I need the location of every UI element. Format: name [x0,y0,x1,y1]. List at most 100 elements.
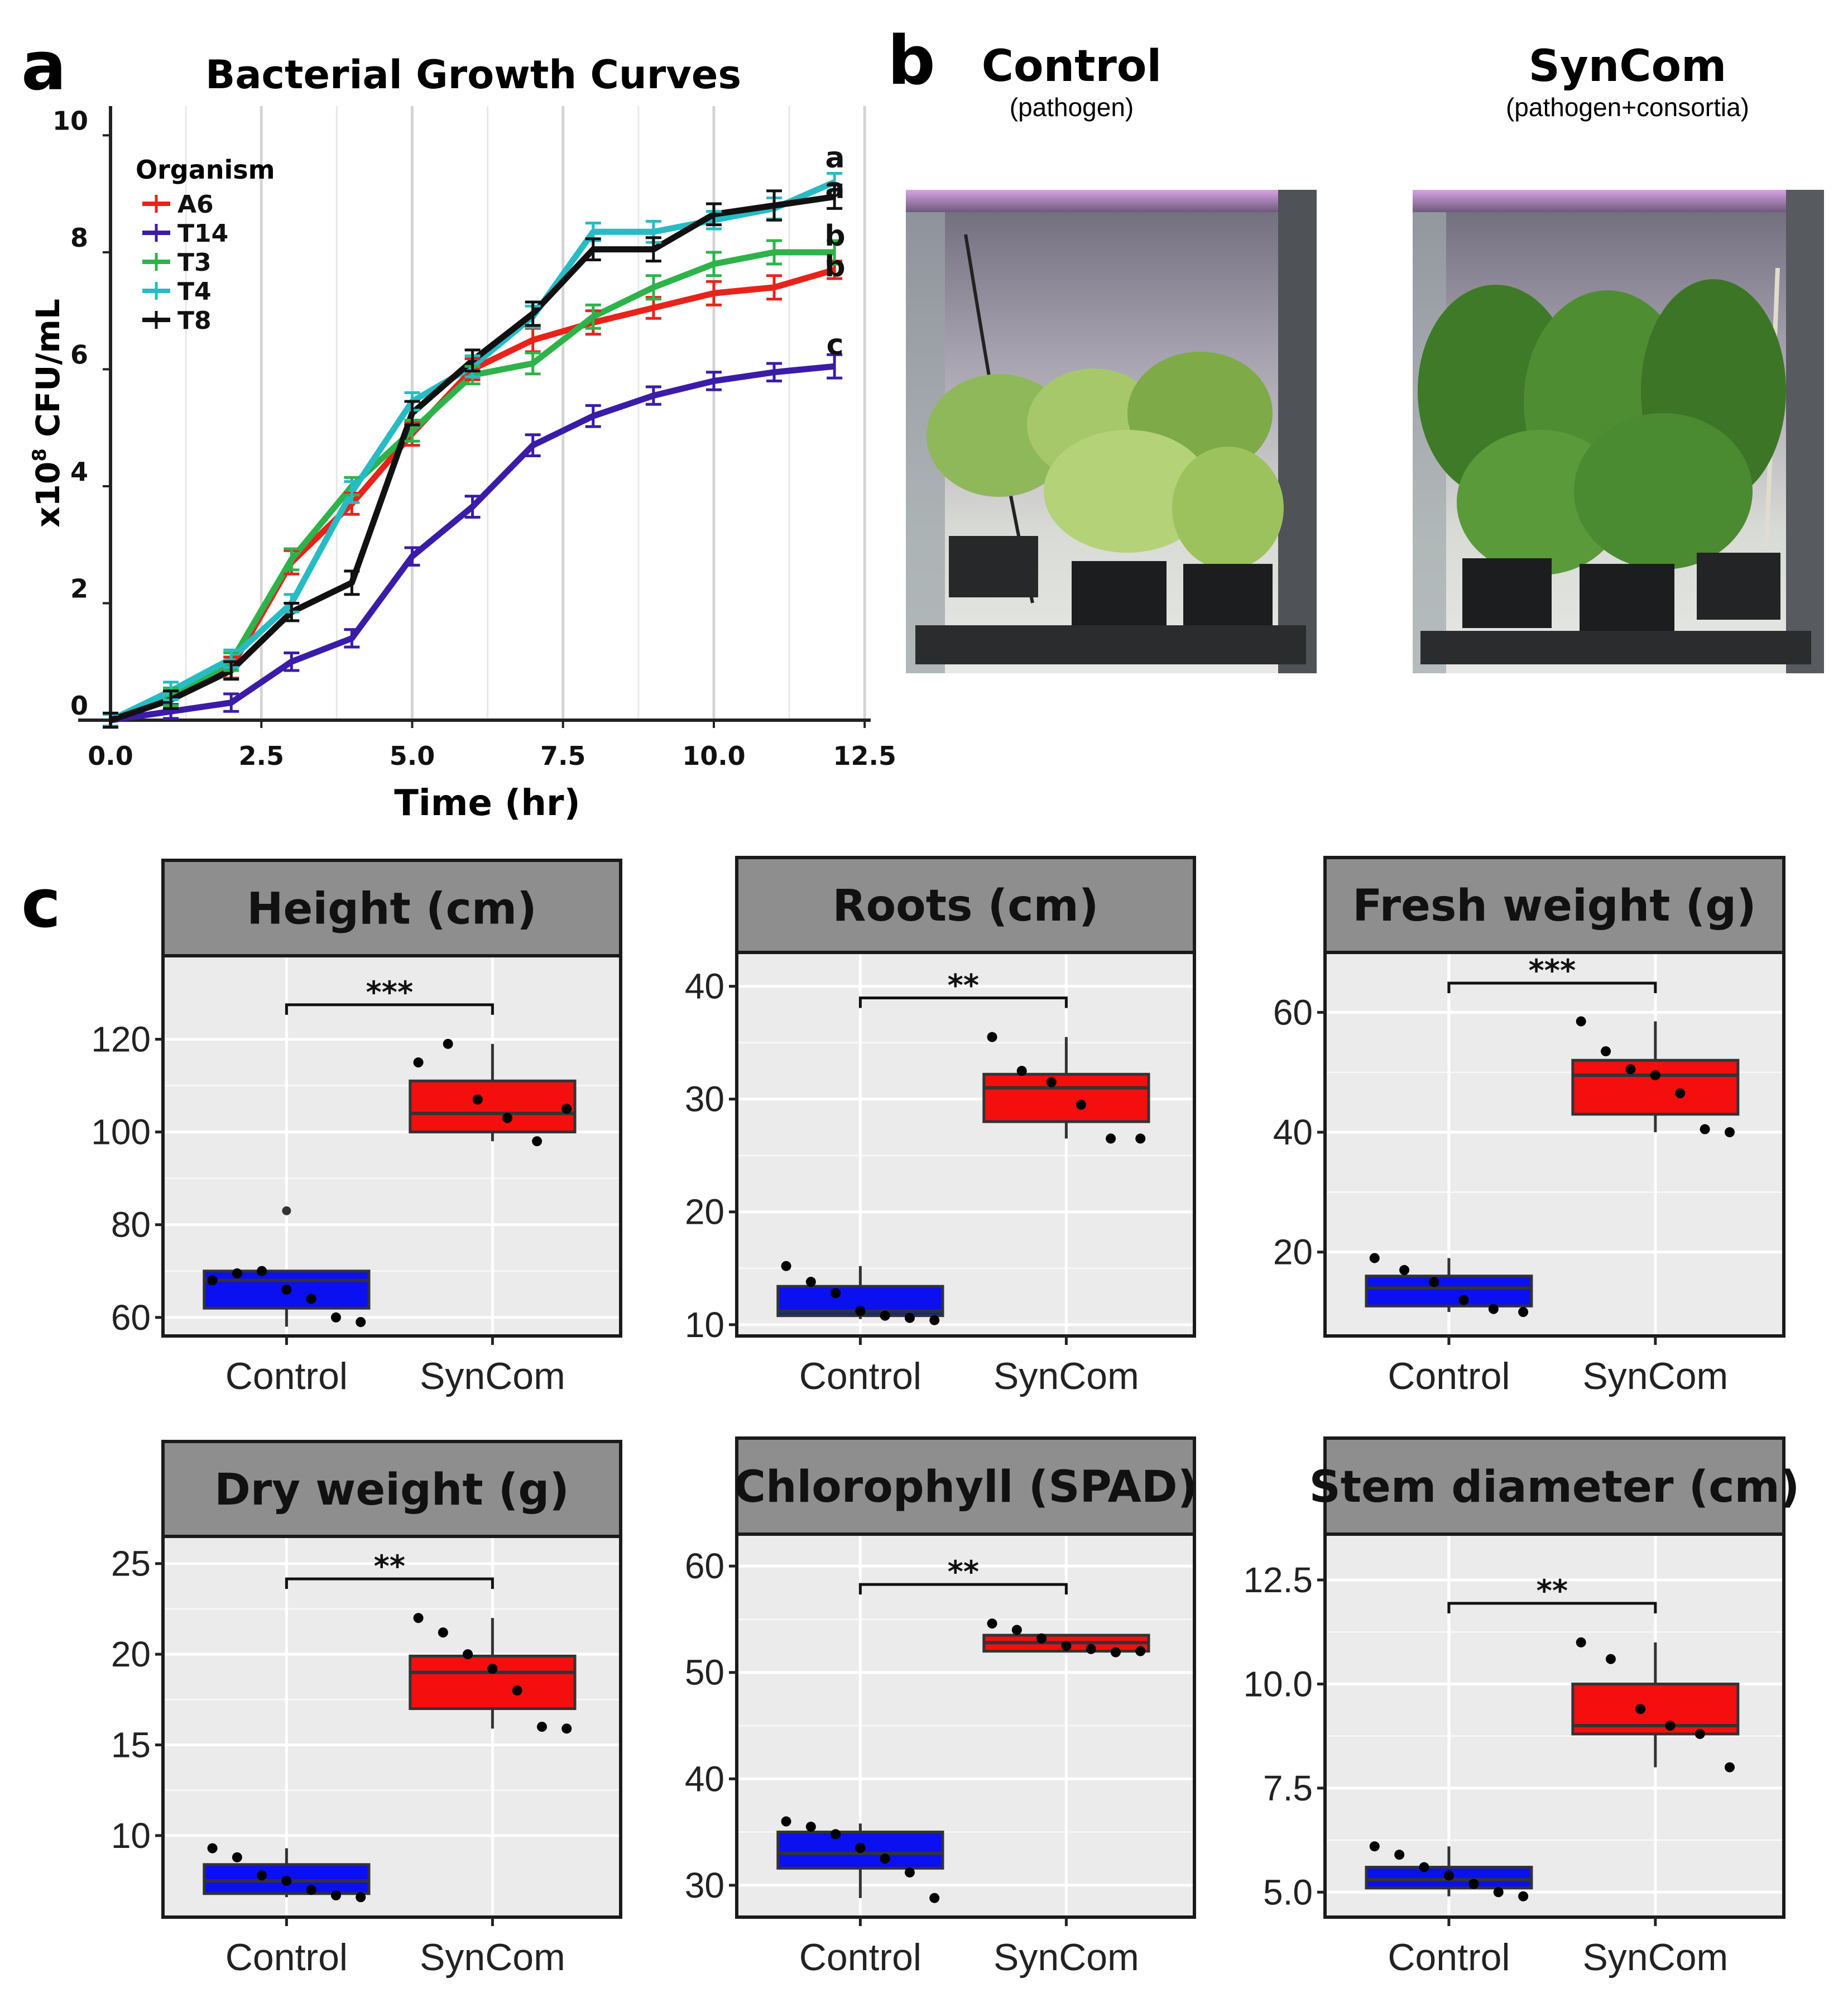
data-point [1110,1647,1121,1658]
growth-y-tick-label: 4 [70,457,88,487]
data-point [987,1032,997,1042]
data-point [487,1664,498,1674]
data-point [306,1885,316,1895]
panel-border [161,1535,622,1919]
y-tick-label: 5.0 [1263,1872,1313,1912]
x-tick-label: SynCom [1582,1936,1728,1979]
data-point [904,1313,915,1323]
data-point [281,1876,292,1886]
data-point [1458,1295,1469,1305]
facet-header [161,859,622,957]
data-point [880,1310,890,1321]
data-point [805,1277,816,1287]
y-tick-label: 10 [685,1305,724,1345]
y-tick-label: 80 [111,1205,151,1245]
boxplot-panel: Stem diameter (cm) ** 5.0 7.5 10.0 12.5 Contro… [1243,1436,1799,1979]
legend-label-t4: T4 [177,277,212,306]
panel-border [735,1532,1196,1919]
significance-stars: *** [1529,953,1576,988]
data-point [257,1266,267,1276]
photo-syncom-right-wall [1786,190,1824,673]
x-tick-label: SynCom [420,1355,565,1397]
photo-right-subtitle: (pathogen+consortia) [1506,93,1749,122]
growth-y-tick-label: 10 [52,106,88,136]
y-tick-label: 30 [685,1865,724,1905]
legend-label-a6: A6 [177,190,214,219]
data-point [1576,1016,1586,1027]
photo-syncom-foliage [1574,413,1753,569]
data-point [463,1649,473,1660]
data-point [1011,1625,1022,1635]
y-tick-label: 40 [685,966,724,1007]
data-point [1725,1127,1735,1138]
x-tick-label: SynCom [993,1936,1139,1979]
data-point [1061,1641,1072,1651]
series-line-t3 [109,249,835,724]
significance-bracket [858,997,1068,1008]
data-point [1135,1133,1146,1144]
growth-y-tick-label: 6 [70,339,88,370]
growth-x-tick-label: 10.0 [682,741,746,771]
data-point [1605,1654,1616,1664]
sig-letter: a [825,172,844,205]
data-point [1725,1762,1735,1773]
y-tick-label: 30 [685,1079,724,1119]
y-tick-label: 20 [111,1634,151,1674]
data-point [438,1627,448,1638]
y-tick-label: 60 [685,1546,724,1586]
x-tick-label: Control [1388,1936,1510,1979]
data-point [855,1843,866,1853]
box-syncom [1571,1059,1740,1116]
plot-background [163,1536,621,1917]
growth-y-tick-label: 8 [70,223,88,253]
data-point [413,1057,424,1068]
data-point [1046,1077,1057,1088]
data-point [306,1294,316,1304]
boxplot-panel: Roots (cm) ** 10 20 30 40 Control SynCom [685,856,1196,1397]
x-tick-label: SynCom [1582,1355,1728,1397]
data-point [356,1317,366,1328]
x-tick-label: SynCom [993,1355,1139,1397]
photo-control-light [906,190,1317,212]
boxplot-panel: Height (cm) *** 60 80 100 120 Control SynCom [91,859,622,1397]
growth-title: Bacterial Growth Curves [205,52,741,98]
data-point [1488,1304,1499,1314]
data-point [1665,1721,1676,1731]
photo-control-foliage [1172,447,1284,569]
y-tick-label: 100 [91,1112,151,1152]
legend-label-t3: T3 [177,248,212,277]
x-tick-label: Control [799,1355,921,1397]
growth-series [103,171,843,729]
data-point [781,1261,791,1271]
panel-label-b: b [887,22,935,100]
data-point [413,1613,424,1623]
growth-grid [185,106,866,720]
legend-title: Organism [136,155,275,185]
y-tick-label: 20 [1273,1232,1313,1272]
facet-header [1323,856,1785,954]
data-point [1419,1862,1429,1872]
x-tick-label: Control [225,1355,348,1397]
data-point [257,1870,267,1881]
panel-label-a: a [21,28,66,106]
data-point [1394,1850,1405,1860]
facet-title: Height (cm) [247,884,537,935]
data-point [330,1890,341,1901]
data-point [1016,1066,1027,1076]
photo-control-pot [1183,564,1273,631]
growth-y-tick-label: 0 [70,691,88,721]
x-tick-label: SynCom [420,1936,565,1979]
data-point [855,1306,866,1316]
growth-x-tick-label: 5.0 [390,741,435,771]
photo-syncom-light [1413,190,1824,212]
growth-x-ticks: 0.0 2.5 5.0 7.5 10.0 12.5 [88,720,896,771]
facet-header [735,1436,1196,1536]
data-point [207,1275,218,1286]
data-point [1106,1133,1116,1144]
y-tick-label: 40 [685,1759,724,1799]
significance-stars: ** [1537,1573,1568,1608]
data-point [1625,1064,1636,1075]
plot-background [737,952,1194,1336]
